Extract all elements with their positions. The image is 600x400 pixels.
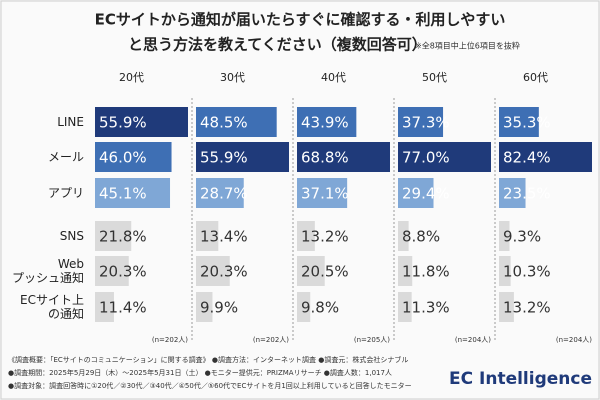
category-label-line: の通知: [48, 307, 84, 321]
value-label: 55.9%: [99, 114, 147, 132]
value-label: 48.5%: [200, 114, 248, 132]
category-label-line: SNS: [60, 229, 84, 243]
category-label-line: Web: [58, 257, 84, 271]
footer-line: 《調査概要：「ECサイトのコミュニケーション」に関する調査》 ●調査方法：インタ…: [8, 355, 408, 364]
category-label-line: ECサイト上: [20, 293, 84, 307]
bar: [196, 142, 289, 172]
value-label: 46.0%: [99, 149, 147, 167]
bar: [95, 142, 172, 172]
bar: [297, 107, 357, 137]
bar: [499, 256, 511, 286]
value-label: 13.2%: [301, 228, 349, 246]
category-label: ECサイト上の通知: [20, 293, 84, 321]
value-label: 9.3%: [503, 228, 541, 246]
value-label: 29.4%: [402, 185, 450, 203]
value-label: 37.1%: [301, 185, 349, 203]
bar: [398, 107, 444, 137]
value-label: 13.2%: [503, 299, 551, 317]
footer-line: ●調査対象：調査回答時に①20代／②30代／③40代／④50代／⑤60代でECサ…: [8, 381, 412, 390]
bar: [499, 292, 514, 322]
n-label: (n=202人): [152, 336, 188, 344]
value-label: 55.9%: [200, 149, 248, 167]
bar: [499, 178, 526, 208]
value-label: 10.3%: [503, 263, 551, 281]
bar: [95, 292, 114, 322]
bar: [196, 178, 244, 208]
bar: [398, 142, 491, 172]
bar: [196, 221, 219, 251]
group-label: 30代: [220, 71, 245, 84]
value-label: 68.8%: [301, 149, 349, 167]
value-label: 23.5%: [503, 185, 551, 203]
bar: [196, 292, 213, 322]
bar: [95, 256, 129, 286]
bar: [499, 221, 510, 251]
category-label: SNS: [60, 229, 84, 243]
category-label: LINE: [57, 115, 84, 129]
value-label: 35.3%: [503, 114, 551, 132]
value-label: 11.4%: [99, 299, 147, 317]
value-label: 13.4%: [200, 228, 248, 246]
value-label: 11.3%: [402, 299, 450, 317]
n-label: (n=205人): [354, 336, 390, 344]
value-label: 82.4%: [503, 149, 551, 167]
bar: [196, 256, 230, 286]
bar: [297, 221, 315, 251]
bar: [398, 221, 409, 251]
category-label: メール: [48, 150, 84, 164]
value-label: 20.3%: [99, 263, 147, 281]
value-label: 77.0%: [402, 149, 450, 167]
category-label: アプリ: [48, 186, 84, 200]
value-label: 9.9%: [200, 299, 238, 317]
category-label-line: プッシュ通知: [12, 271, 84, 285]
footer-line: ●調査期間：2025年5月29日（木）～2025年5月31日（土） ●モニター提…: [8, 368, 392, 377]
value-label: 20.5%: [301, 263, 349, 281]
group-label: 40代: [321, 71, 346, 84]
n-label: (n=204人): [455, 336, 491, 344]
value-label: 21.8%: [99, 228, 147, 246]
bar: [499, 142, 592, 172]
bar: [95, 107, 188, 137]
group-label: 20代: [119, 71, 144, 84]
note: ※全8項目中上位6項目を抜粋: [415, 41, 520, 51]
value-label: 9.8%: [301, 299, 339, 317]
bar: [499, 107, 539, 137]
group-label: 50代: [422, 71, 447, 84]
category-label-line: LINE: [57, 115, 84, 129]
bar: [398, 256, 413, 286]
bar: [95, 178, 171, 208]
bar: [398, 178, 434, 208]
chart-title: と思う方法を教えてください（複数回答可）: [128, 36, 427, 54]
value-label: 37.3%: [402, 114, 450, 132]
n-label: (n=202人): [253, 336, 289, 344]
value-label: 28.7%: [200, 185, 248, 203]
bar: [196, 107, 277, 137]
bar: [297, 142, 390, 172]
category-label-line: メール: [48, 150, 84, 164]
value-label: 8.8%: [402, 228, 440, 246]
value-label: 11.8%: [402, 263, 450, 281]
group-label: 60代: [523, 71, 548, 84]
bar: [95, 221, 132, 251]
logo: EC Intelligence: [449, 369, 592, 389]
n-label: (n=204人): [556, 336, 592, 344]
category-label-line: アプリ: [48, 186, 84, 200]
bar: [297, 256, 325, 286]
value-label: 20.3%: [200, 263, 248, 281]
bar: [297, 178, 348, 208]
value-label: 45.1%: [99, 185, 147, 203]
bar: [398, 292, 412, 322]
value-label: 43.9%: [301, 114, 349, 132]
chart-title: ECサイトから通知が届いたらすぐに確認する・利用しやすい: [95, 11, 506, 29]
bar: [297, 292, 311, 322]
category-label: Web プッシュ通知: [12, 257, 84, 285]
